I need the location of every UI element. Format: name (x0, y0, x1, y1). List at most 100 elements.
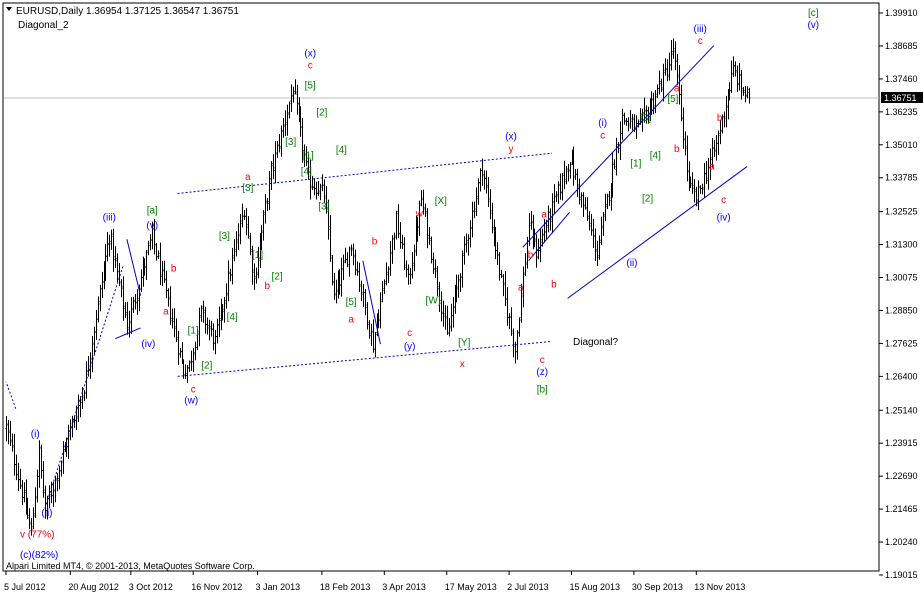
ohlc-bar (596, 240, 599, 267)
x-tick-label: 3 Jan 2013 (256, 582, 301, 592)
ohlc-bar (266, 197, 269, 211)
trendline[interactable] (126, 239, 142, 296)
ohlc-bar (440, 291, 443, 322)
ohlc-bar (576, 168, 579, 197)
ohlc-bar (682, 107, 685, 149)
ohlc-bar (668, 52, 671, 81)
ohlc-bar (38, 440, 41, 488)
ohlc-bar (508, 313, 511, 330)
wave-label: [1] (188, 325, 199, 336)
trendline[interactable] (528, 211, 570, 262)
ohlc-bar (104, 243, 107, 282)
ohlc-bar (99, 284, 102, 312)
ohlc-bar (352, 243, 355, 266)
ohlc-bar (198, 307, 201, 347)
ohlc-bar (167, 288, 170, 307)
ohlc-bar (157, 250, 160, 259)
ohlc-bar (212, 323, 215, 351)
ohlc-bar (705, 160, 708, 184)
ohlc-bar (719, 119, 722, 145)
ohlc-bar (494, 226, 497, 260)
x-tick-label: 2 Jul 2013 (507, 582, 549, 592)
wave-label: [W] (426, 296, 441, 307)
ohlc-bar (296, 84, 299, 115)
x-tick-label: 17 May 2013 (445, 582, 497, 592)
wave-label: x (460, 359, 465, 370)
ohlc-bar (73, 415, 76, 428)
ohlc-bar (286, 104, 289, 136)
x-tick-label: 30 Sep 2013 (632, 582, 683, 592)
wave-label: [3] (285, 137, 296, 148)
ohlc-bar (444, 305, 447, 330)
ohlc-bar (206, 317, 209, 335)
wave-label: (i) (598, 118, 607, 129)
ohlc-bar (77, 394, 80, 422)
wave-label: b (528, 250, 534, 261)
ohlc-bar (500, 269, 503, 278)
ohlc-bar (736, 65, 739, 92)
wave-label: [5] (305, 81, 316, 92)
ohlc-bar (210, 320, 213, 337)
ohlc-bar (717, 130, 720, 155)
trendline[interactable] (522, 45, 715, 248)
ohlc-bar (734, 61, 737, 77)
ohlc-bar (457, 274, 460, 298)
ohlc-bar (56, 473, 59, 492)
wave-label: [3] (219, 231, 230, 242)
ohlc-bar (697, 180, 700, 211)
ohlc-bar (124, 301, 127, 319)
ohlc-bar (520, 283, 523, 323)
trendline[interactable] (362, 260, 381, 345)
ohlc-bar (582, 192, 585, 218)
trendline[interactable] (115, 327, 141, 340)
ohlc-bar (305, 146, 308, 167)
wave-label: a (163, 307, 169, 318)
wave-label: a (518, 282, 524, 293)
ohlc-bar (356, 261, 359, 276)
ohlc-bar (93, 326, 96, 355)
ohlc-bar (393, 232, 396, 250)
ohlc-bar (282, 118, 285, 138)
ohlc-bar (730, 60, 733, 94)
trendline[interactable] (567, 166, 748, 299)
ohlc-bar (477, 178, 480, 205)
ohlc-bar (397, 204, 400, 239)
trendline[interactable] (5, 381, 17, 409)
y-tick-label: 1.25140 (885, 405, 918, 415)
trendline[interactable] (177, 152, 553, 194)
y-tick-label: 1.33785 (885, 173, 918, 183)
ohlc-bar (214, 329, 217, 355)
y-tick-label: 1.35010 (885, 140, 918, 150)
ohlc-bar (598, 235, 601, 260)
ohlc-bar (54, 475, 57, 503)
ohlc-bar (580, 192, 583, 208)
ohlc-bar (613, 159, 616, 170)
ohlc-bar (346, 252, 349, 268)
ohlc-bar (746, 86, 749, 99)
ohlc-bar (9, 420, 12, 447)
ohlc-bar (389, 241, 392, 276)
ohlc-bar (153, 219, 156, 255)
ohlc-bar (315, 181, 318, 200)
ohlc-bar (459, 273, 462, 293)
ohlc-bar (48, 485, 51, 509)
ohlc-bar (348, 246, 351, 277)
chevron-down-icon[interactable] (6, 7, 12, 11)
ohlc-bar (723, 111, 726, 128)
wave-label: a (245, 172, 251, 183)
ohlc-bar (62, 441, 65, 474)
ohlc-bar (116, 253, 119, 283)
ohlc-bar (366, 302, 369, 330)
ohlc-bar (143, 258, 146, 276)
ohlc-bar (592, 218, 595, 248)
ohlc-bar (329, 215, 332, 262)
ohlc-bar (407, 264, 410, 285)
ohlc-bar (85, 361, 88, 399)
ohlc-bar (506, 287, 509, 326)
wave-label: (iii) (103, 212, 116, 223)
trendline[interactable] (177, 340, 553, 377)
wave-label: b (674, 144, 680, 155)
ohlc-bar (253, 263, 256, 290)
